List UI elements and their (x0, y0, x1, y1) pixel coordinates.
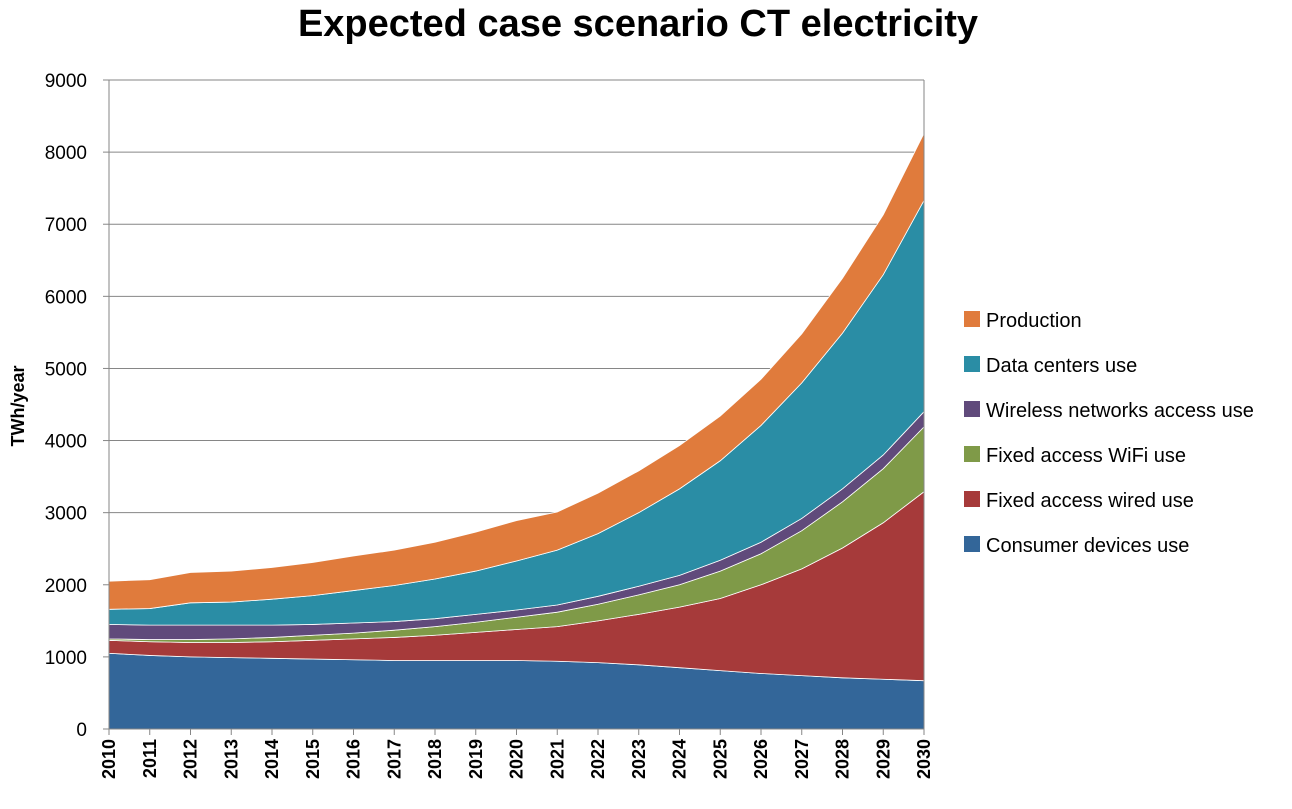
legend-label-data-centers-use: Data centers use (986, 355, 1137, 377)
data-areas (108, 133, 925, 730)
legend-swatch-consumer-devices-use (964, 536, 980, 552)
x-tick-labels: 2010 2011 2012 2013 2014 2015 2016 2017 2018 2019… (99, 739, 934, 779)
legend: Production Data centers use Wireless netwo… (964, 310, 1254, 557)
chart-title: Expected case scenario CT electricity (298, 3, 978, 45)
legend-label-consumer-devices-use: Consumer devices use (986, 535, 1189, 557)
y-tick-label: 6000 (45, 287, 87, 308)
x-tick-label: 2026 (751, 739, 771, 779)
x-tick-label: 2018 (425, 739, 445, 779)
x-tick-label: 2010 (99, 739, 119, 779)
y-tick-label: 4000 (45, 432, 87, 453)
x-tick-label: 2020 (507, 739, 527, 779)
legend-label-wireless-networks-access-use: Wireless networks access use (986, 400, 1254, 422)
x-tick-label: 2029 (873, 739, 893, 779)
x-tick-label: 2025 (710, 739, 730, 779)
x-tick-label: 2028 (833, 739, 853, 779)
x-tick-label: 2021 (547, 739, 567, 779)
y-tick-label: 5000 (45, 359, 87, 380)
x-tick-label: 2015 (303, 739, 323, 779)
legend-swatch-fixed-access-wired-use (964, 491, 980, 507)
x-tick-label: 2016 (344, 739, 364, 779)
axes (103, 79, 925, 735)
legend-label-production: Production (986, 310, 1082, 332)
y-tick-label: 2000 (45, 576, 87, 597)
legend-swatch-production (964, 311, 980, 327)
y-tick-labels: 0 1000 2000 3000 4000 5000 6000 7000 8000 9000 (45, 71, 87, 741)
legend-label-fixed-access-wired-use: Fixed access wired use (986, 490, 1194, 512)
y-tick-label: 0 (76, 720, 87, 741)
x-tick-label: 2014 (262, 739, 282, 779)
legend-swatch-wireless-networks-access-use (964, 401, 980, 417)
y-tick-label: 1000 (45, 648, 87, 669)
x-tick-label: 2030 (914, 739, 934, 779)
y-tick-label: 9000 (45, 71, 87, 92)
y-tick-label: 7000 (45, 215, 87, 236)
x-tick-label: 2023 (629, 739, 649, 779)
legend-swatch-fixed-access-wifi-use (964, 446, 980, 462)
y-axis-label: TWh/year (8, 365, 28, 446)
legend-label-fixed-access-wifi-use: Fixed access WiFi use (986, 445, 1186, 467)
x-tick-label: 2019 (466, 739, 486, 779)
x-tick-label: 2017 (384, 739, 404, 779)
legend-swatch-data-centers-use (964, 356, 980, 372)
x-tick-label: 2013 (221, 739, 241, 779)
x-tick-label: 2022 (588, 739, 608, 779)
x-tick-label: 2027 (792, 739, 812, 779)
x-tick-label: 2024 (670, 739, 690, 779)
x-tick-label: 2011 (140, 739, 160, 778)
y-tick-label: 3000 (45, 504, 87, 525)
y-tick-label: 8000 (45, 143, 87, 164)
x-tick-label: 2012 (181, 739, 201, 779)
